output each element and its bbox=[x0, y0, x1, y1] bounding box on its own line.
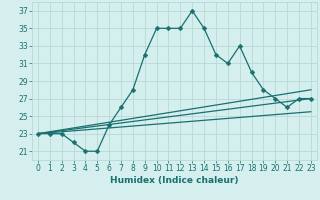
X-axis label: Humidex (Indice chaleur): Humidex (Indice chaleur) bbox=[110, 176, 239, 185]
